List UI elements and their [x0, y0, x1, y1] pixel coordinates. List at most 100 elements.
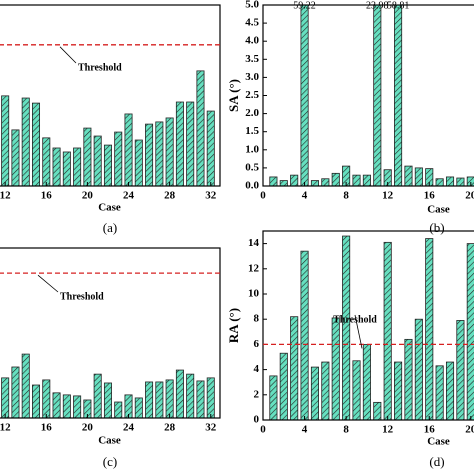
y-tick-label: 0.0	[245, 180, 259, 192]
bar	[32, 102, 41, 186]
bar	[300, 250, 309, 420]
x-tick-label: 12	[0, 190, 11, 202]
threshold-arrow	[354, 314, 363, 349]
bar	[331, 317, 340, 420]
bar	[42, 379, 51, 418]
bar	[466, 243, 474, 420]
bar	[175, 101, 184, 186]
value-label: 58.81	[387, 0, 410, 11]
x-axis-label: Case	[427, 204, 450, 216]
plot-frame	[262, 230, 474, 421]
y-tick-label: 4	[254, 363, 260, 375]
y-axis-label: SA (°)	[226, 79, 241, 112]
bars	[269, 5, 474, 186]
plot-frame	[262, 4, 474, 187]
bar	[331, 172, 340, 186]
bar	[310, 180, 319, 186]
bar	[414, 318, 423, 420]
bars	[269, 235, 474, 420]
bar	[279, 352, 288, 420]
bar	[425, 238, 434, 420]
x-tick-label: 20	[82, 422, 94, 434]
bar	[114, 131, 123, 186]
x-tick-label: 12	[382, 424, 394, 436]
y-tick-label: 1.5	[245, 125, 259, 137]
y-axis-label: RA (°)	[226, 308, 241, 343]
panel-label: (b)	[429, 220, 444, 235]
bar	[134, 397, 143, 418]
bar	[155, 381, 164, 418]
x-tick-label: 12	[382, 190, 394, 202]
bar	[300, 5, 309, 186]
x-tick-label: 12	[0, 422, 11, 434]
bar	[206, 110, 215, 186]
threshold-label: Threshold	[333, 314, 377, 325]
y-tick-label: 3.0	[245, 71, 259, 83]
threshold-arrow	[37, 274, 59, 293]
y-tick-label: 2.0	[245, 107, 259, 119]
y-tick-label: 8	[254, 313, 260, 325]
x-tick-label: 8	[343, 424, 349, 436]
y-tick-label: 6	[254, 338, 260, 350]
bar	[394, 5, 403, 186]
x-tick-label: 16	[424, 424, 436, 436]
y-tick-label: 1.0	[245, 143, 259, 155]
x-tick-label: 32	[205, 190, 217, 202]
bar	[414, 167, 423, 186]
bar	[404, 165, 413, 186]
bar	[445, 176, 455, 186]
bar	[310, 366, 319, 420]
bar	[269, 176, 278, 186]
panel: 12 16 20 24 28 32 Case (c) Threshold	[0, 247, 221, 469]
bar	[404, 338, 413, 420]
bar	[383, 169, 392, 186]
bar	[73, 395, 82, 418]
bar	[279, 180, 288, 186]
bar	[42, 137, 51, 186]
bar	[73, 147, 82, 186]
panel-label: (c)	[103, 454, 117, 469]
bars	[1, 70, 215, 186]
bar	[394, 361, 403, 420]
threshold-label: Threshold	[78, 62, 122, 73]
x-tick-label: 4	[302, 424, 308, 436]
bar	[362, 343, 371, 420]
x-tick-label: 0	[260, 424, 266, 436]
x-tick-label: 16	[424, 190, 436, 202]
value-label: 59.22	[293, 0, 316, 11]
x-tick-label: 28	[164, 422, 176, 434]
bar	[321, 178, 330, 186]
bar	[134, 139, 143, 186]
panel: 12 16 20 24 28 32 Case (a) Threshold	[0, 4, 221, 235]
bar	[83, 399, 92, 418]
bar	[186, 101, 195, 186]
x-tick-label: 20	[82, 190, 94, 202]
panel: 0 4 8 12 16 20 0 2 4 6 8 10 12 14 RA (°) Case (d) Thresho…	[226, 230, 474, 469]
y-tick-label: 10	[248, 288, 260, 300]
bar	[114, 401, 123, 418]
bar	[445, 361, 455, 420]
bar	[456, 320, 465, 420]
bar	[1, 95, 10, 186]
bar	[103, 382, 112, 418]
bar	[373, 401, 382, 420]
bar	[155, 121, 164, 186]
y-tick-label: 12	[248, 262, 260, 274]
x-tick-label: 20	[465, 424, 474, 436]
x-tick-label: 8	[343, 190, 349, 202]
bar	[290, 316, 299, 420]
bar	[165, 379, 174, 418]
plot-frame	[0, 4, 221, 187]
y-tick-label: 14	[248, 237, 260, 249]
y-tick-label: 3.5	[245, 53, 259, 65]
bar	[186, 373, 195, 418]
x-tick-label: 28	[164, 190, 176, 202]
x-tick-label: 4	[302, 190, 308, 202]
bar	[165, 117, 174, 186]
x-tick-label: 20	[465, 190, 474, 202]
bar	[352, 360, 361, 420]
bar	[435, 178, 444, 186]
bar	[11, 366, 20, 418]
